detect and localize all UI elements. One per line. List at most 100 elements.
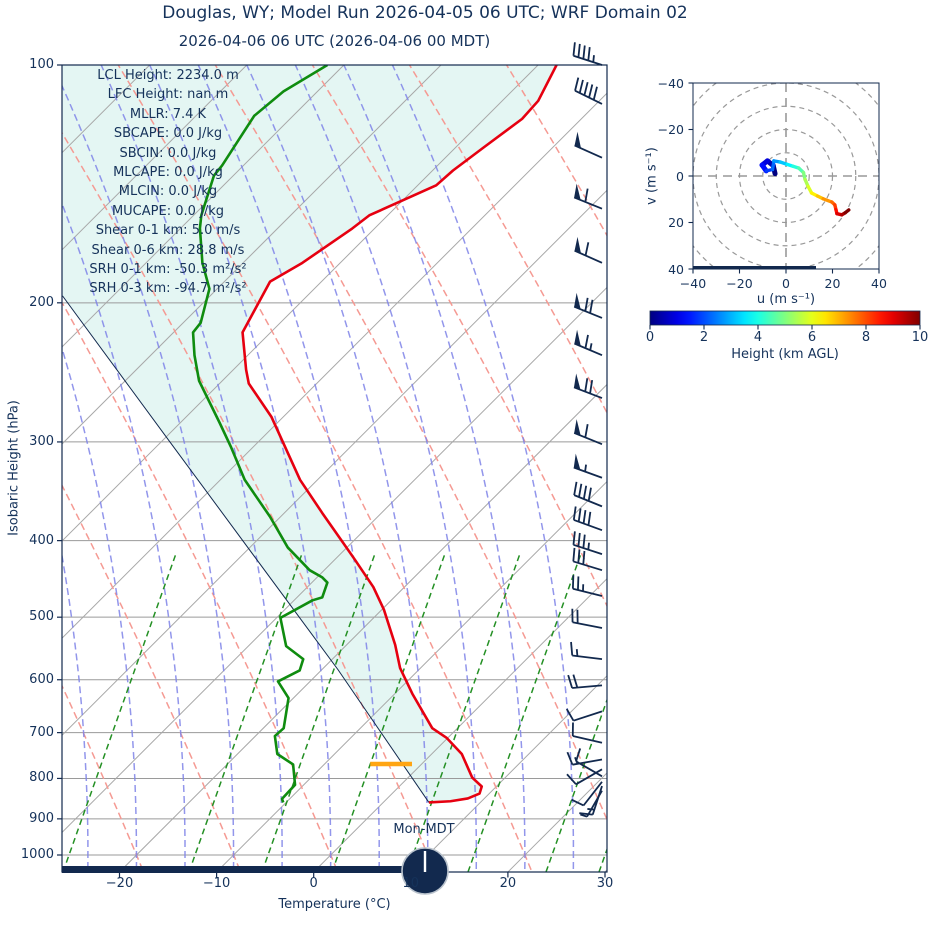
wind-barb bbox=[572, 506, 603, 532]
hodograph-baseline-bar bbox=[693, 266, 816, 269]
isotherm-line bbox=[62, 92, 607, 639]
pressure-tick-label: 700 bbox=[29, 724, 54, 740]
dewpoint-curve bbox=[191, 65, 329, 803]
stat-line: Shear 0-6 km: 28.8 m/s bbox=[91, 242, 245, 258]
stat-line: SRH 0-3 km: -94.7 m²/s² bbox=[89, 281, 247, 297]
x-tick-label: 0 bbox=[309, 876, 318, 891]
isotherm-line bbox=[410, 675, 607, 872]
cape-shade-region bbox=[62, 65, 557, 803]
isotherm-line bbox=[62, 189, 607, 737]
dry-adiabat-line bbox=[408, 65, 607, 415]
x-tick-label: −10 bbox=[202, 876, 231, 891]
pressure-tick-label: 500 bbox=[29, 609, 54, 625]
hodograph-x-tick-label: −40 bbox=[679, 276, 707, 291]
moist-adiabat-line bbox=[245, 65, 429, 872]
stat-line: MLCAPE: 0.0 J/kg bbox=[113, 165, 223, 181]
wind-barb bbox=[572, 547, 603, 572]
wind-barb bbox=[572, 42, 603, 66]
isotherm-line bbox=[119, 383, 607, 872]
dry-adiabat-line bbox=[62, 684, 145, 872]
mixing-ratio-line bbox=[261, 551, 377, 872]
stat-line: MLLR: 7.4 K bbox=[129, 106, 207, 122]
wind-barb bbox=[572, 531, 603, 555]
mixing-ratio-line bbox=[188, 551, 304, 872]
x-axis-label: Temperature (°C) bbox=[278, 897, 391, 912]
dry-adiabat-line bbox=[62, 131, 436, 872]
hodograph-x-tick-label: −20 bbox=[726, 276, 753, 291]
hodograph-y-tick-label: −40 bbox=[657, 75, 684, 91]
pressure-tick-label: 600 bbox=[29, 671, 54, 687]
wind-barb bbox=[574, 77, 603, 105]
hodograph-y-tick-label: 0 bbox=[676, 168, 684, 184]
page-subtitle: 2026-04-06 06 UTC (2026-04-06 00 MDT) bbox=[178, 32, 491, 50]
wind-barb bbox=[575, 748, 603, 778]
moist-adiabat-line bbox=[62, 551, 89, 872]
hodograph-y-tick-label: 40 bbox=[668, 261, 684, 277]
dry-adiabat-line bbox=[62, 483, 242, 872]
pressure-tick-label: 100 bbox=[29, 57, 54, 72]
x-tick-label: −20 bbox=[105, 876, 134, 891]
wind-barb bbox=[571, 722, 603, 744]
moist-adiabat-line bbox=[294, 65, 478, 872]
isotherm-line bbox=[62, 286, 607, 834]
wind-barbs-column bbox=[565, 42, 603, 818]
x-tick-label: 30 bbox=[596, 876, 614, 891]
dry-adiabat-line bbox=[214, 65, 607, 822]
wind-barb bbox=[573, 481, 603, 508]
pressure-tick-label: 900 bbox=[29, 810, 54, 826]
wind-barb bbox=[571, 781, 603, 807]
skewt-plot-area bbox=[62, 65, 607, 872]
isotherm-line bbox=[62, 65, 345, 348]
dry-adiabat-line bbox=[62, 300, 339, 872]
hodograph-range-ring bbox=[762, 152, 810, 200]
mixing-ratio-line bbox=[406, 551, 522, 872]
stat-line: Shear 0-1 km: 5.0 m/s bbox=[95, 223, 241, 239]
wind-barb bbox=[570, 641, 603, 661]
wind-barb bbox=[574, 329, 603, 357]
moist-adiabat-line bbox=[343, 65, 526, 872]
isotherm-line bbox=[507, 772, 607, 872]
colorbar-tick-label: 4 bbox=[753, 330, 763, 345]
clock-icon bbox=[401, 847, 449, 895]
moist-adiabat-line bbox=[62, 345, 138, 872]
sounding-stats-panel: LCL Height: 2234.0 m LFC Height: nan m MLL… bbox=[62, 66, 274, 299]
colorbar-tick-label: 10 bbox=[911, 330, 928, 345]
time-progress-bar bbox=[62, 866, 402, 873]
wind-barb bbox=[580, 790, 603, 818]
hodograph-x-tick-label: 0 bbox=[782, 276, 790, 291]
stat-line: SBCIN: 0.0 J/kg bbox=[119, 145, 217, 161]
pressure-tick-label: 1000 bbox=[20, 847, 54, 862]
hodograph-x-label: u (m s⁻¹) bbox=[756, 292, 816, 307]
stat-line: SRH 0-1 km: -50.3 m²/s² bbox=[89, 262, 247, 278]
y-axis-label: Isobaric Height (hPa) bbox=[6, 400, 22, 536]
wind-barb bbox=[573, 373, 603, 399]
wind-barb bbox=[574, 131, 603, 159]
stat-line: MUCAPE: 0.0 J/kg bbox=[111, 203, 225, 219]
temperature-curve bbox=[241, 65, 558, 804]
stat-line: SBCAPE: 0.0 J/kg bbox=[113, 126, 223, 142]
colorbar-tick-label: 6 bbox=[807, 330, 817, 345]
hodograph-plot-area bbox=[693, 83, 879, 269]
colorbar-tick-label: 0 bbox=[645, 330, 655, 345]
pressure-tick-label: 200 bbox=[29, 294, 54, 310]
pressure-tick-label: 300 bbox=[29, 433, 54, 449]
stat-line: LFC Height: nan m bbox=[107, 87, 229, 103]
colorbar-gradient bbox=[649, 310, 921, 326]
moist-adiabat-line bbox=[148, 65, 332, 872]
mixing-ratio-line bbox=[598, 847, 607, 872]
wind-barb bbox=[571, 608, 603, 629]
moist-adiabat-line bbox=[62, 201, 186, 872]
wind-barb bbox=[573, 183, 603, 210]
mixing-ratio-line bbox=[467, 551, 583, 872]
wind-barb bbox=[567, 674, 603, 689]
mixing-ratio-line bbox=[331, 551, 447, 872]
pressure-tick-label: 400 bbox=[29, 532, 54, 548]
wind-barb bbox=[573, 453, 603, 479]
moist-adiabat-line bbox=[391, 65, 575, 872]
hodograph-y-tick-label: 20 bbox=[668, 215, 684, 230]
hodograph-x-tick-label: 20 bbox=[824, 276, 841, 291]
moist-adiabat-line bbox=[197, 65, 380, 872]
stat-line: MLCIN: 0.0 J/kg bbox=[118, 184, 218, 200]
x-tick-label: 10 bbox=[402, 876, 420, 891]
